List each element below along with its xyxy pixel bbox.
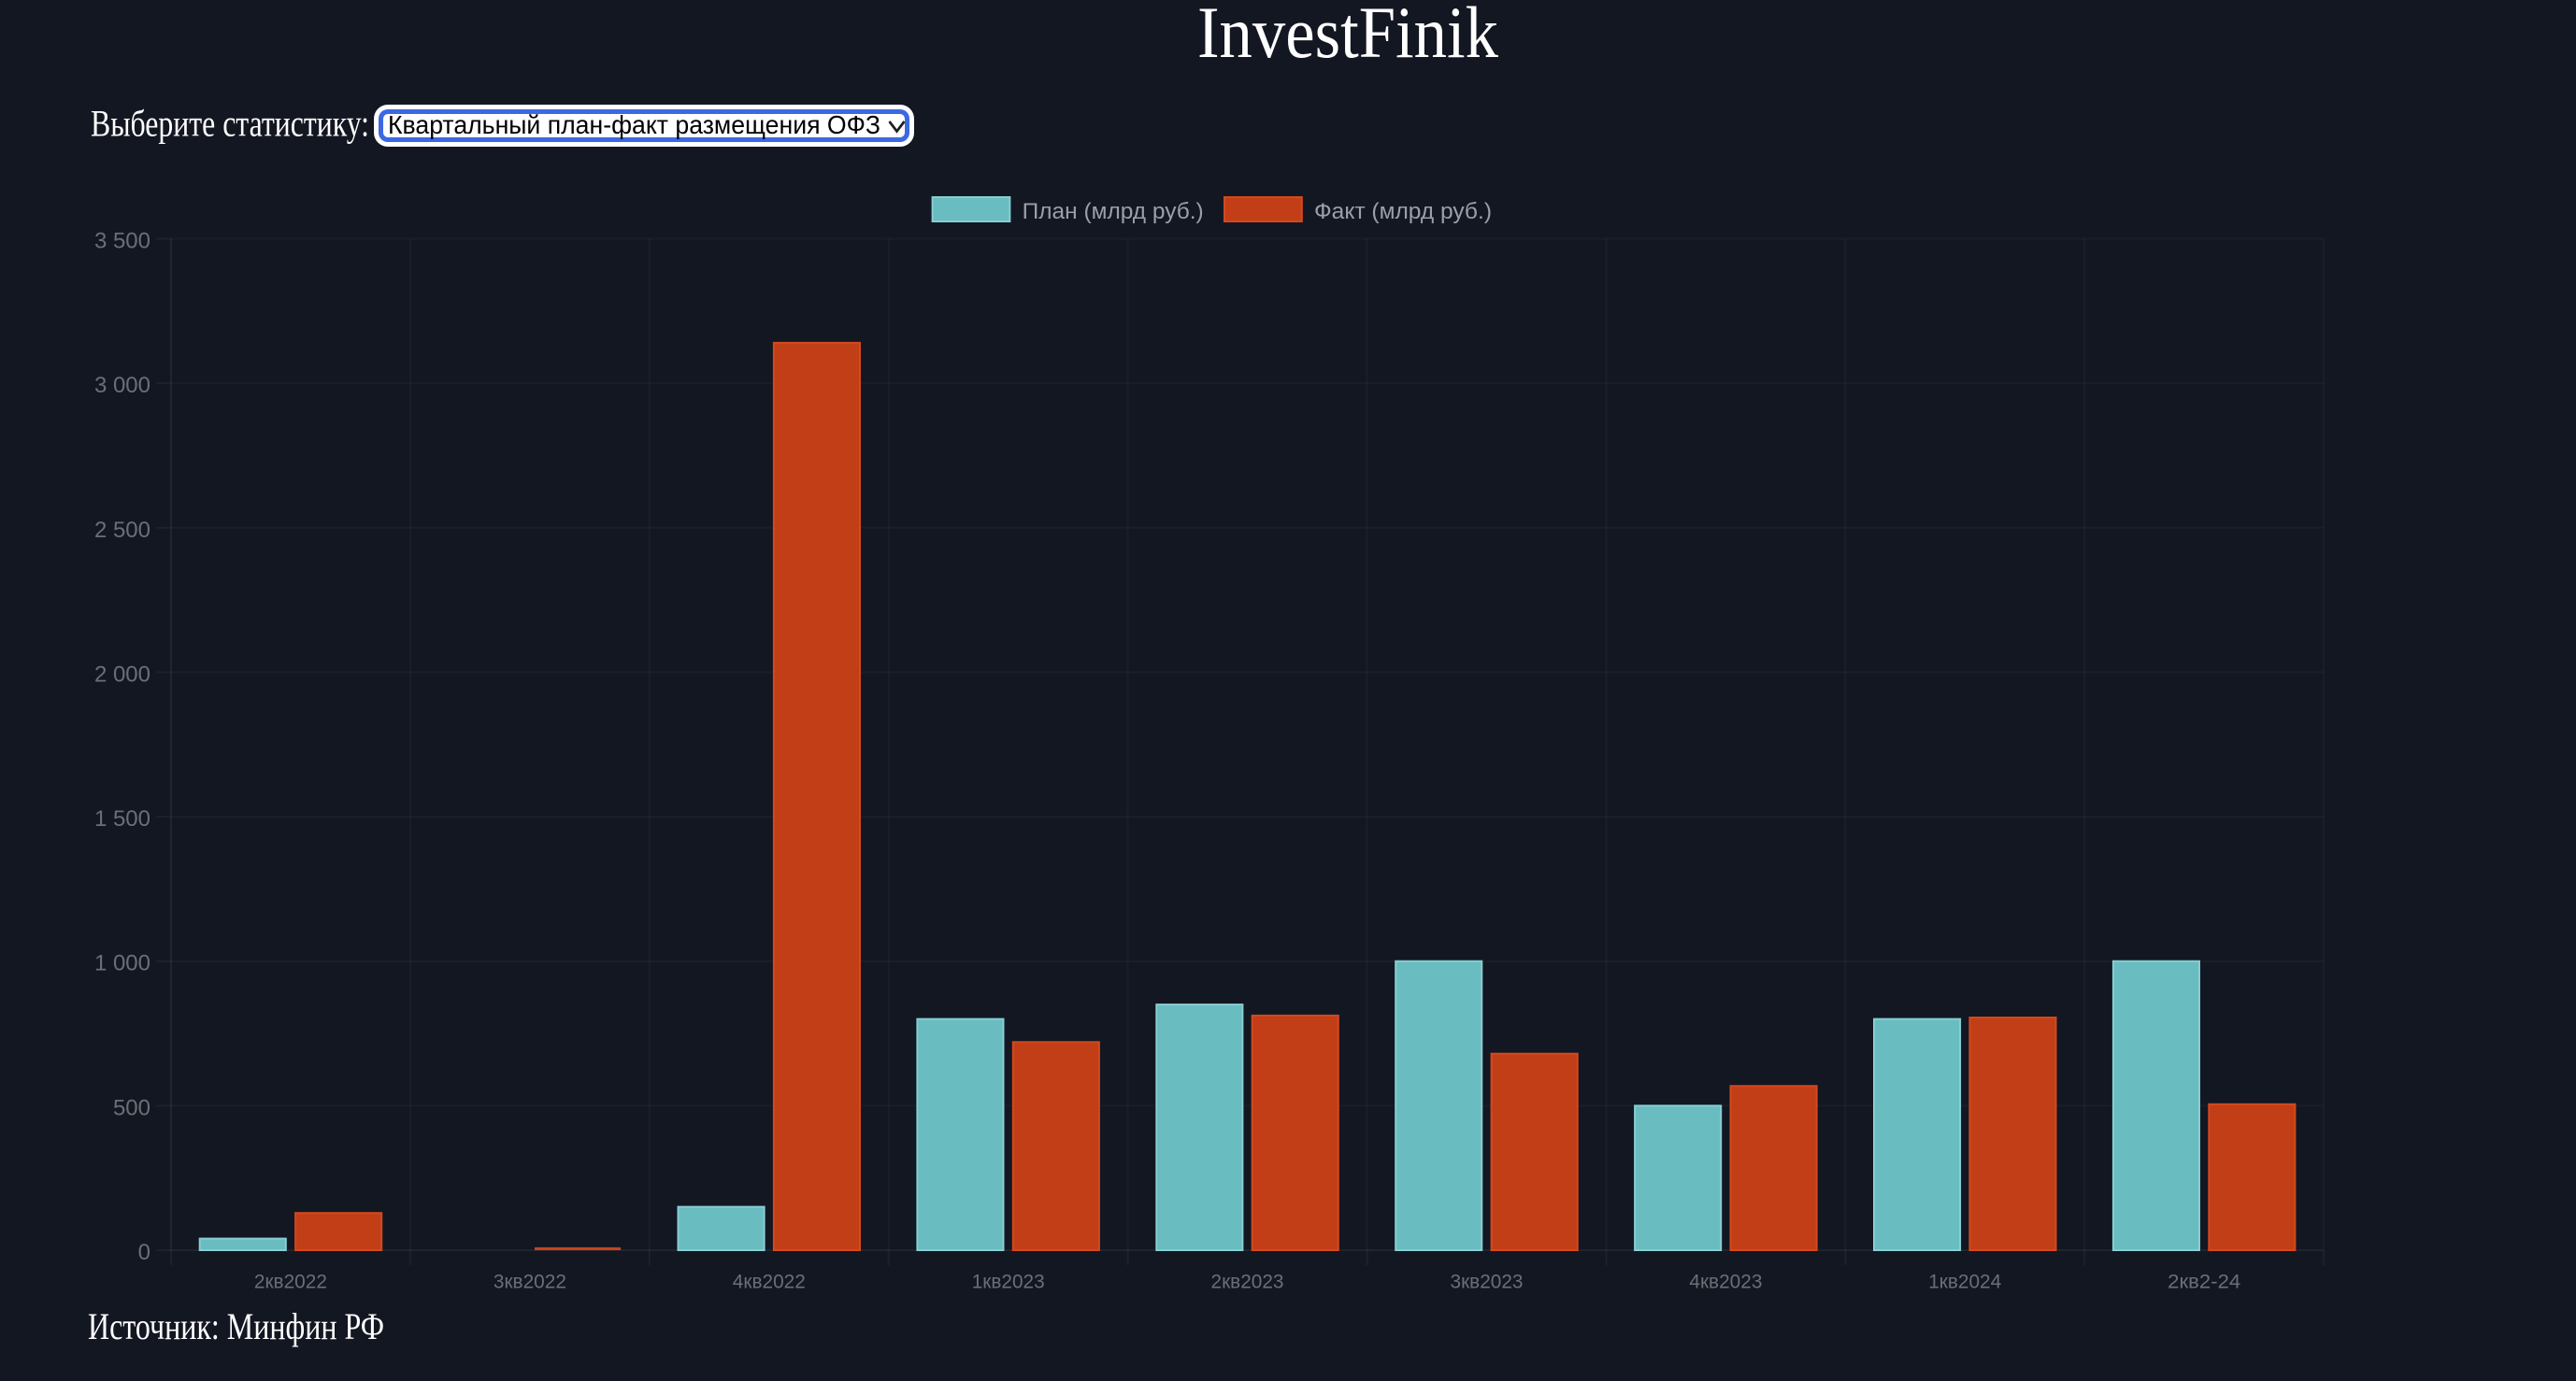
svg-text:Источник: Минфин РФ: Источник: Минфин РФ xyxy=(88,1305,384,1347)
svg-text:Выберите статистику:: Выберите статистику: xyxy=(91,103,369,145)
svg-text:2 500: 2 500 xyxy=(94,518,150,543)
svg-text:1кв2023: 1кв2023 xyxy=(972,1270,1045,1292)
svg-text:InvestFinik: InvestFinik xyxy=(1197,0,1498,73)
svg-text:План (млрд руб.): План (млрд руб.) xyxy=(1023,199,1204,224)
svg-text:2кв2-24: 2кв2-24 xyxy=(2168,1270,2240,1292)
svg-text:4кв2022: 4кв2022 xyxy=(733,1270,806,1292)
svg-text:2кв2023: 2кв2023 xyxy=(1211,1270,1284,1292)
svg-text:Квартальный план-факт размещен: Квартальный план-факт размещения ОФЗ xyxy=(388,110,880,139)
svg-text:Факт (млрд руб.): Факт (млрд руб.) xyxy=(1314,199,1492,224)
svg-text:2кв2022: 2кв2022 xyxy=(254,1270,327,1292)
svg-text:3кв2023: 3кв2023 xyxy=(1451,1270,1524,1292)
svg-text:1кв2024: 1кв2024 xyxy=(1928,1270,2001,1292)
svg-text:3 000: 3 000 xyxy=(94,373,150,398)
svg-text:2 000: 2 000 xyxy=(94,662,150,687)
svg-text:1 500: 1 500 xyxy=(94,806,150,832)
svg-text:3 500: 3 500 xyxy=(94,229,150,254)
svg-text:4кв2023: 4кв2023 xyxy=(1689,1270,1762,1292)
svg-text:1 000: 1 000 xyxy=(94,951,150,976)
svg-text:3кв2022: 3кв2022 xyxy=(494,1270,566,1292)
svg-text:500: 500 xyxy=(113,1095,150,1120)
svg-text:0: 0 xyxy=(138,1240,150,1265)
